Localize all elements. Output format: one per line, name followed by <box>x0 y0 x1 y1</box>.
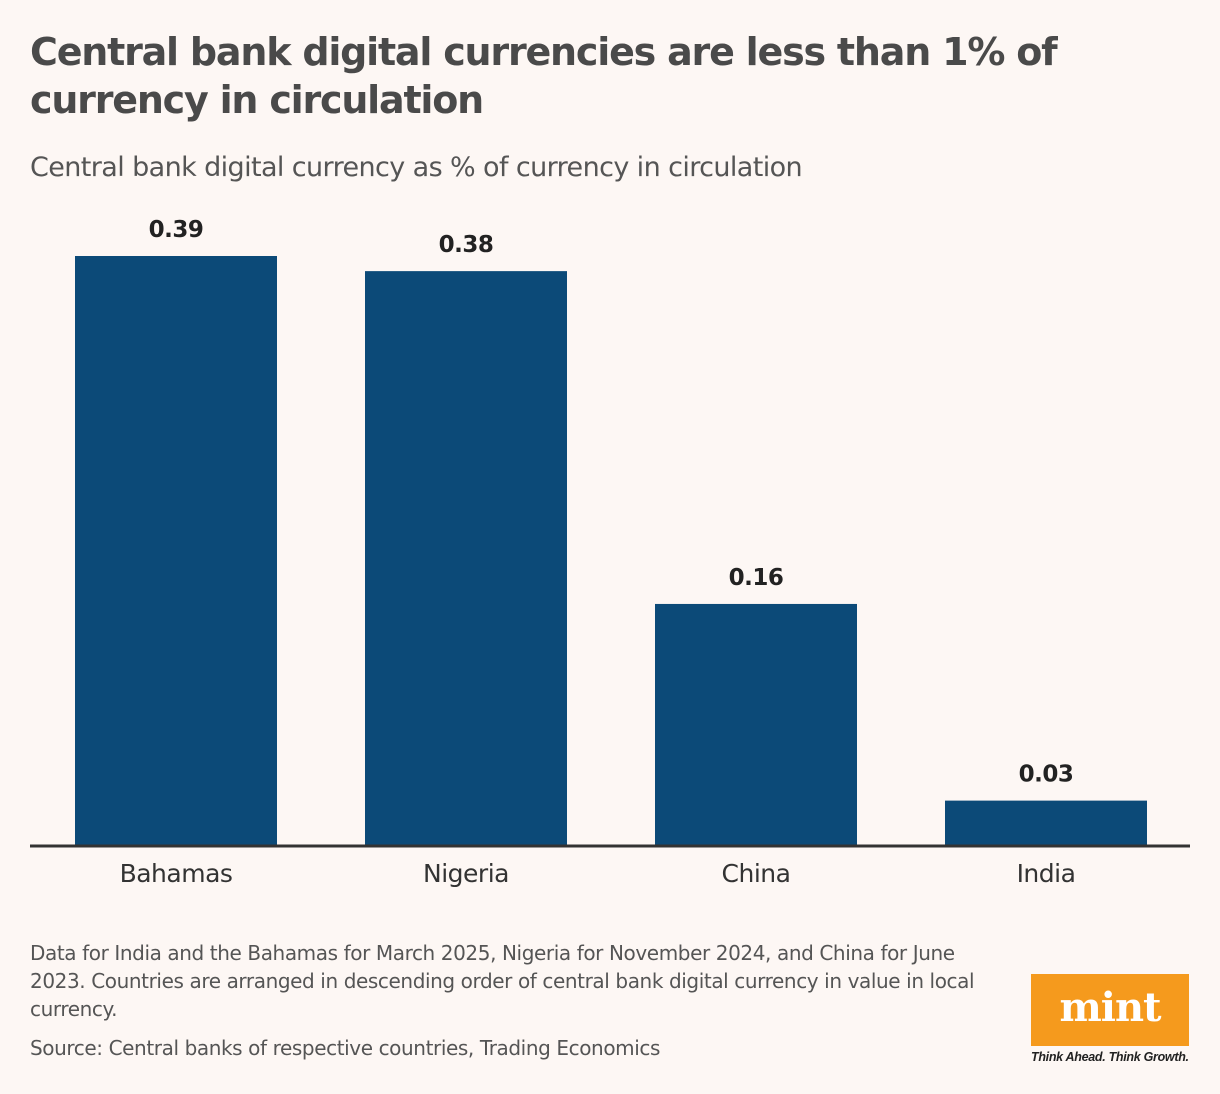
data-label-india: 0.03 <box>1019 762 1074 788</box>
data-label-bahamas: 0.39 <box>149 217 204 243</box>
logo-wordmark: mint <box>1059 983 1161 1031</box>
chart-subtitle: Central bank digital currency as % of cu… <box>30 152 803 183</box>
category-label-nigeria: Nigeria <box>423 859 509 888</box>
bar-chart: 0.39 Bahamas 0.38 Nigeria 0.16 China 0.03 India <box>30 217 1190 888</box>
data-label-china: 0.16 <box>729 565 784 591</box>
chart-title: Central bank digital currencies are less… <box>30 30 1058 122</box>
chart-source: Source: Central banks of respective coun… <box>30 1036 661 1060</box>
data-label-nigeria: 0.38 <box>439 232 494 258</box>
bar-india <box>945 800 1147 846</box>
bar-bahamas <box>75 256 277 846</box>
chart-footnote: Data for India and the Bahamas for March… <box>30 941 975 1021</box>
brand-tagline: Think Ahead. Think Growth. <box>1031 1050 1189 1064</box>
category-label-india: India <box>1017 859 1076 888</box>
bar-nigeria <box>365 271 567 847</box>
category-label-china: China <box>722 859 791 888</box>
category-label-bahamas: Bahamas <box>120 859 233 888</box>
mint-logo: mint <box>1031 974 1189 1046</box>
bar-china <box>655 603 857 846</box>
